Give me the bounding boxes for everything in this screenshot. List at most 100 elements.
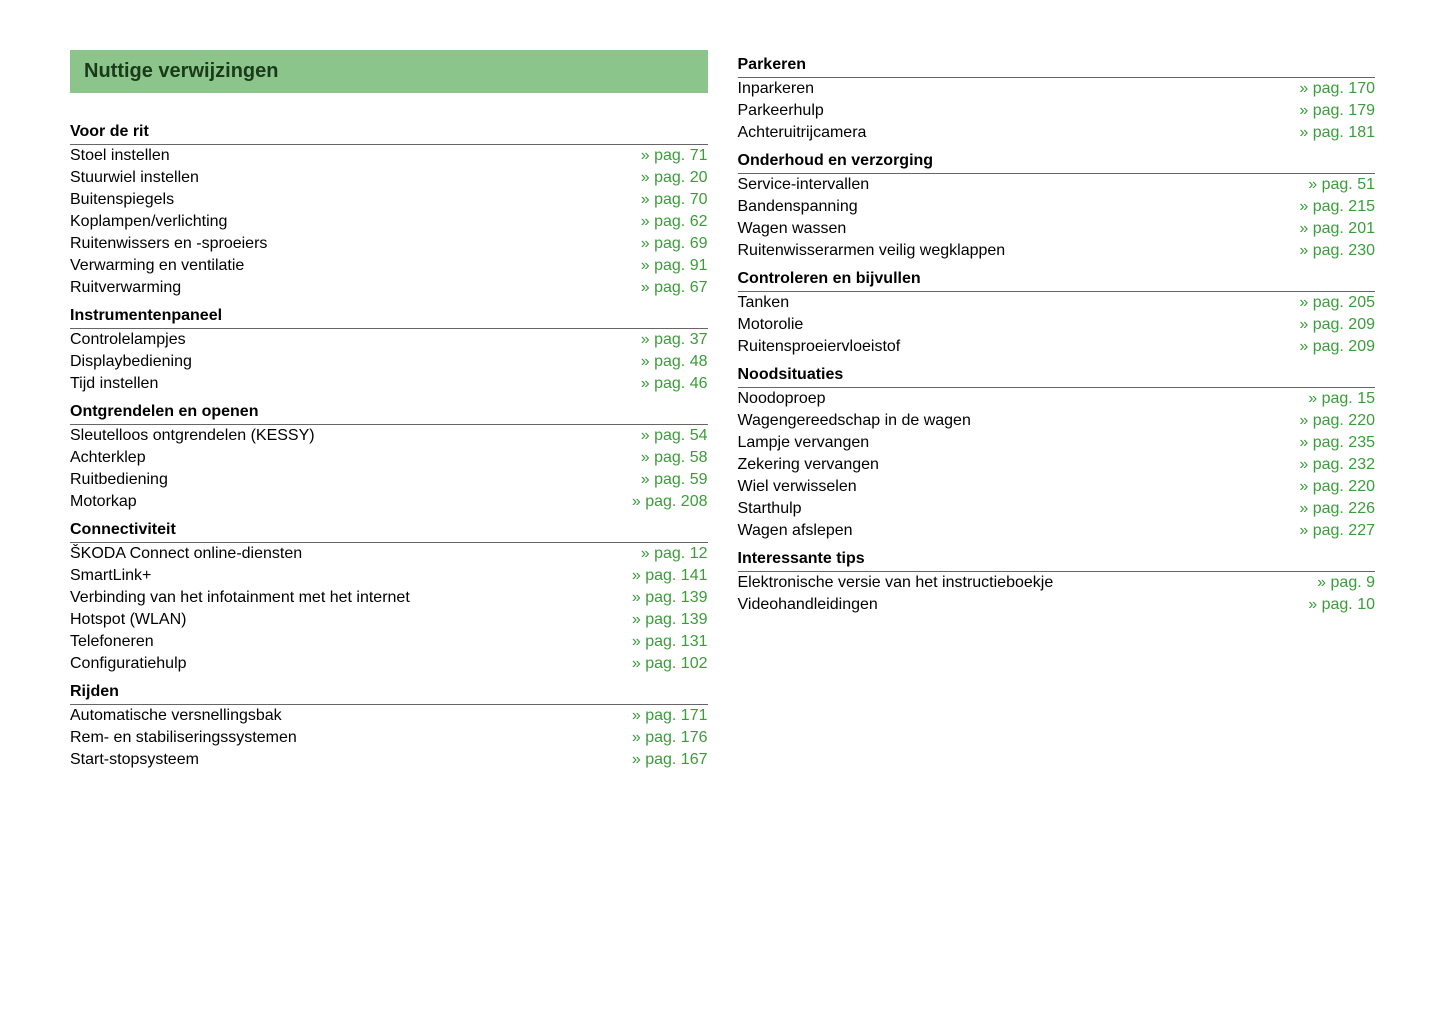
index-row: Starthulp » pag. 226 [738,498,1376,520]
index-row-page-link[interactable]: » pag. 37 [641,331,708,349]
index-row-page-link[interactable]: » pag. 20 [641,169,708,187]
index-row-page-link[interactable]: » pag. 69 [641,235,708,253]
index-row-page-link[interactable]: » pag. 54 [641,427,708,445]
index-row-page-link[interactable]: » pag. 91 [641,257,708,275]
index-row: Displaybediening » pag. 48 [70,351,708,373]
index-row-page-link[interactable]: » pag. 205 [1299,294,1375,312]
left-column: Nuttige verwijzingen Voor de ritStoel in… [70,50,708,773]
section-header: Noodsituaties [738,360,1376,388]
index-row-page-link[interactable]: » pag. 131 [632,633,708,651]
index-row-page-link[interactable]: » pag. 46 [641,375,708,393]
index-row-label: Hotspot (WLAN) [70,611,186,629]
page-title: Nuttige verwijzingen [70,50,708,93]
index-row-page-link[interactable]: » pag. 51 [1308,176,1375,194]
left-sections: Voor de ritStoel instellen» pag. 71Stuur… [70,117,708,771]
index-row-page-link[interactable]: » pag. 12 [641,545,708,563]
section-header: Interessante tips [738,544,1376,572]
index-row: ŠKODA Connect online-diensten» pag. 12 [70,543,708,565]
index-row-page-link[interactable]: » pag. 167 [632,751,708,769]
index-row-page-link[interactable]: » pag. 170 [1299,80,1375,98]
index-row: Tijd instellen» pag. 46 [70,373,708,395]
index-row-label: Motorolie [738,316,804,334]
index-row-page-link[interactable]: » pag. 139 [632,611,708,629]
index-row-page-link[interactable]: » pag. 58 [641,449,708,467]
index-row-page-link[interactable]: » pag. 209 [1299,316,1375,334]
index-row-label: Lampje vervangen [738,434,870,452]
section-header: Rijden [70,677,708,705]
section: Rijden Automatische versnellingsbak » pag.… [70,677,708,771]
index-row: Noodoproep » pag. 15 [738,388,1376,410]
index-row-page-link[interactable]: » pag. 62 [641,213,708,231]
section-header: Ontgrendelen en openen [70,397,708,425]
index-row-label: Configuratiehulp [70,655,187,673]
index-row-page-link[interactable]: » pag. 9 [1317,574,1375,592]
index-row: Tanken » pag. 205 [738,292,1376,314]
index-row-label: Ruitensproeiervloeistof [738,338,901,356]
index-row: Service-intervallen» pag. 51 [738,174,1376,196]
index-row-label: Controlelampjes [70,331,186,349]
index-row-page-link[interactable]: » pag. 215 [1299,198,1375,216]
index-row-label: Bandenspanning [738,198,858,216]
index-row-page-link[interactable]: » pag. 10 [1308,596,1375,614]
index-row-label: Wiel verwisselen [738,478,857,496]
index-row-label: Verbinding van het infotainment met het … [70,589,410,607]
index-row-page-link[interactable]: » pag. 181 [1299,124,1375,142]
index-row-label: Noodoproep [738,390,826,408]
index-row: Elektronische versie van het instructieb… [738,572,1376,594]
index-row-page-link[interactable]: » pag. 208 [632,493,708,511]
index-row: Hotspot (WLAN) » pag. 139 [70,609,708,631]
right-column: ParkerenInparkeren» pag. 170Parkeerhulp»… [738,50,1376,773]
index-row: Stuurwiel instellen » pag. 20 [70,167,708,189]
index-row: Parkeerhulp» pag. 179 [738,100,1376,122]
index-row-page-link[interactable]: » pag. 235 [1299,434,1375,452]
index-row: Automatische versnellingsbak » pag. 171 [70,705,708,727]
index-row-page-link[interactable]: » pag. 71 [641,147,708,165]
index-row: Achteruitrijcamera» pag. 181 [738,122,1376,144]
index-row-page-link[interactable]: » pag. 171 [632,707,708,725]
section-header: Instrumentenpaneel [70,301,708,329]
index-row-page-link[interactable]: » pag. 232 [1299,456,1375,474]
index-row-page-link[interactable]: » pag. 70 [641,191,708,209]
index-row: Controlelampjes » pag. 37 [70,329,708,351]
index-row-label: Videohandleidingen [738,596,878,614]
index-row-page-link[interactable]: » pag. 176 [632,729,708,747]
index-row-page-link[interactable]: » pag. 209 [1299,338,1375,356]
index-row-label: Stuurwiel instellen [70,169,199,187]
index-row-page-link[interactable]: » pag. 102 [632,655,708,673]
index-row-page-link[interactable]: » pag. 201 [1299,220,1375,238]
right-sections: ParkerenInparkeren» pag. 170Parkeerhulp»… [738,50,1376,616]
index-row-label: Wagen afslepen [738,522,853,540]
index-row-page-link[interactable]: » pag. 139 [632,589,708,607]
index-row-page-link[interactable]: » pag. 227 [1299,522,1375,540]
index-row-label: SmartLink+ [70,567,151,585]
index-row-label: Verwarming en ventilatie [70,257,244,275]
index-row: Wagen wassen» pag. 201 [738,218,1376,240]
index-row: Wagen afslepen » pag. 227 [738,520,1376,542]
index-row-page-link[interactable]: » pag. 48 [641,353,708,371]
index-row: Start-stopsysteem» pag. 167 [70,749,708,771]
index-row: Verwarming en ventilatie » pag. 91 [70,255,708,277]
section-header: Onderhoud en verzorging [738,146,1376,174]
index-row-page-link[interactable]: » pag. 220 [1299,412,1375,430]
section: Onderhoud en verzorgingService-intervall… [738,146,1376,262]
index-row-page-link[interactable]: » pag. 15 [1308,390,1375,408]
index-row-page-link[interactable]: » pag. 220 [1299,478,1375,496]
index-row-label: Buitenspiegels [70,191,174,209]
index-row-page-link[interactable]: » pag. 141 [632,567,708,585]
index-row-label: Automatische versnellingsbak [70,707,282,725]
index-row-label: Displaybediening [70,353,192,371]
index-row-page-link[interactable]: » pag. 59 [641,471,708,489]
section: Voor de ritStoel instellen» pag. 71Stuur… [70,117,708,299]
index-row: Telefoneren» pag. 131 [70,631,708,653]
section-header: Parkeren [738,50,1376,78]
index-row-page-link[interactable]: » pag. 179 [1299,102,1375,120]
index-row-page-link[interactable]: » pag. 230 [1299,242,1375,260]
index-row-page-link[interactable]: » pag. 67 [641,279,708,297]
index-row-page-link[interactable]: » pag. 226 [1299,500,1375,518]
index-row-label: Starthulp [738,500,802,518]
section-header: Controleren en bijvullen [738,264,1376,292]
index-row-label: Tanken [738,294,790,312]
index-row: Verbinding van het infotainment met het … [70,587,708,609]
index-row-label: Elektronische versie van het instructieb… [738,574,1054,592]
index-row: Buitenspiegels » pag. 70 [70,189,708,211]
